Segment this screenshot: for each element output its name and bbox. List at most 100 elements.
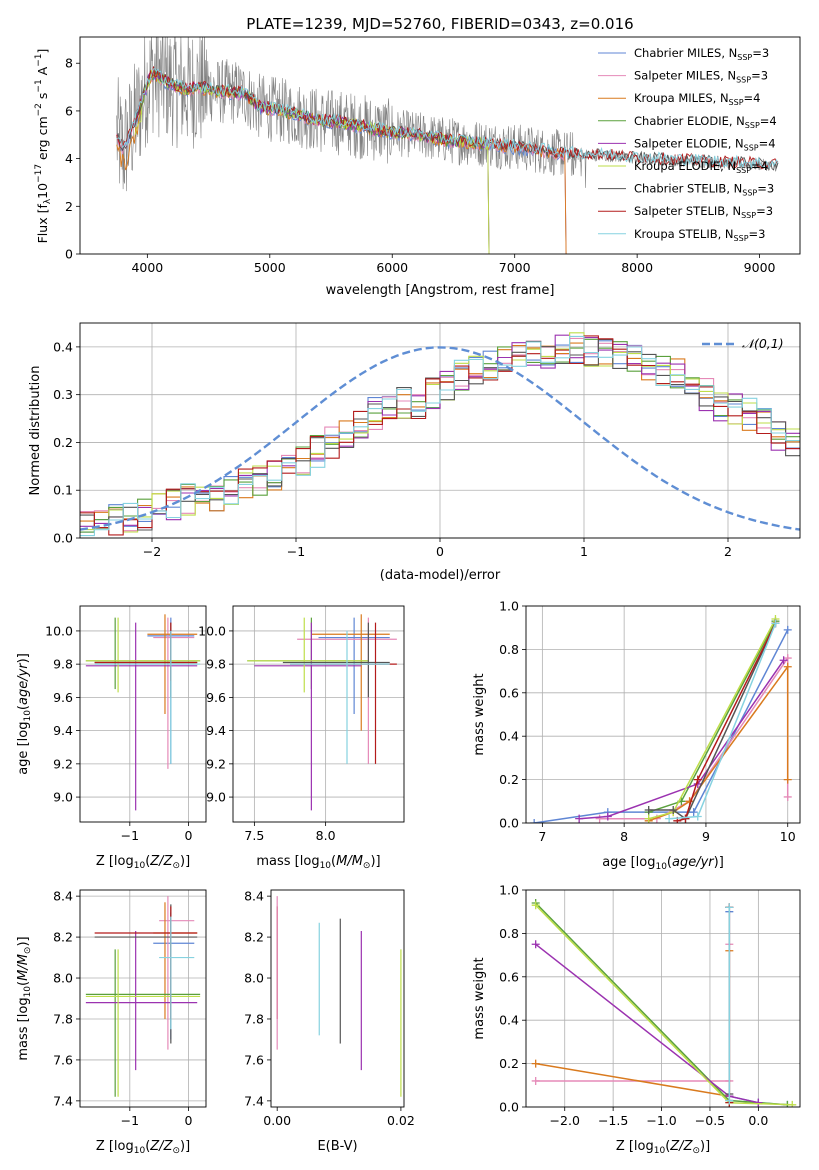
- x-axis-label-part: Z [log: [616, 1139, 654, 1154]
- y-axis-label: mass weight: [472, 673, 487, 755]
- spectrum-model-line: [116, 68, 779, 170]
- legend-label-text: Chabrier ELODIE, N: [634, 114, 745, 128]
- y-axis-label: age [log10(age/yr)]: [16, 653, 33, 775]
- x-axis-label-part: Z/Z: [669, 1139, 693, 1154]
- y-axis-label-part: )]: [16, 936, 31, 946]
- x-axis-label-part: (: [145, 1139, 150, 1154]
- axes-frame: [79, 36, 801, 255]
- y-tick-label: 0: [65, 247, 73, 262]
- y-tick-label: 9.4: [206, 723, 226, 738]
- legend-label-sub: SSP: [741, 211, 756, 220]
- weight-marker: [603, 812, 612, 821]
- x-tick-label: 7000: [499, 260, 531, 275]
- y-tick-label: 6: [65, 103, 73, 118]
- x-axis-label-part: )]: [700, 1139, 710, 1154]
- y-tick-label: 4: [65, 151, 73, 166]
- y-axis-label: Flux [fλ10−17 erg cm−2 s−1 A−1]: [34, 49, 53, 244]
- weight-marker: [783, 625, 792, 634]
- weight-line: [648, 664, 789, 822]
- y-tick-label: 0.0: [499, 1100, 519, 1115]
- x-axis-label-part: 10: [134, 861, 146, 871]
- age-vs-Z-panel: −1 09.09.29.49.69.810.0Z [log10(Z/Z⊙)]age…: [16, 605, 207, 871]
- axes-frame: [232, 605, 405, 823]
- y-tick-label: 0.3: [53, 387, 73, 402]
- y-tick-label: 8.2: [53, 930, 73, 945]
- weight-marker: [575, 814, 584, 823]
- legend-label: Kroupa STELIB, NSSP=3: [634, 227, 765, 243]
- y-axis-label-part: ]: [35, 49, 50, 54]
- y-axis-label: mass weight: [472, 957, 487, 1039]
- y-axis-label-part: −1: [34, 79, 44, 92]
- x-tick-label: 8.0: [316, 828, 336, 843]
- legend-label-sub: SSP: [737, 53, 752, 62]
- weight-marker: [693, 812, 702, 821]
- weight-marker: [783, 775, 792, 784]
- y-tick-label: 7.8: [53, 1011, 73, 1026]
- weight-line: [535, 943, 759, 1104]
- x-tick-label: 0.0: [748, 1113, 768, 1128]
- legend-label-suffix: =4: [760, 114, 777, 128]
- y-axis-label-part: ⊙: [23, 947, 33, 955]
- x-tick-label: 7: [538, 829, 546, 844]
- legend-label: Kroupa MILES, NSSP=4: [634, 91, 760, 107]
- legend-label: Kroupa ELODIE, NSSP=4: [634, 159, 768, 175]
- y-axis-label-part: M/M: [16, 954, 31, 981]
- x-tick-label: 0.00: [263, 1113, 291, 1128]
- weight-marker: [689, 808, 698, 817]
- weight-marker: [725, 903, 734, 912]
- legend-label-suffix: =3: [751, 69, 768, 83]
- weight-marker: [531, 940, 540, 949]
- weight-marker: [669, 805, 678, 814]
- y-axis-label-part: −1: [34, 54, 44, 67]
- weight-marker: [771, 619, 780, 628]
- y-tick-label: 8.0: [244, 971, 264, 986]
- residual-histogram: [80, 338, 800, 531]
- y-tick-label: 2: [65, 199, 73, 214]
- legend-label-suffix: =3: [756, 204, 773, 218]
- x-axis-label: (data-model)/error: [380, 568, 501, 583]
- y-axis-label-part: −2: [34, 103, 44, 116]
- x-tick-label: 4000: [131, 260, 163, 275]
- y-tick-label: 7.8: [244, 1011, 264, 1026]
- y-tick-label: 0.6: [499, 969, 519, 984]
- legend-label-suffix: =3: [757, 182, 774, 196]
- y-axis-label-part: age/yr: [16, 662, 31, 705]
- y-axis-label-part: mass [log: [16, 997, 31, 1060]
- y-tick-label: 0.1: [53, 483, 73, 498]
- weight-marker: [665, 814, 674, 823]
- x-axis-label-part: )]: [180, 1139, 190, 1154]
- x-axis-label-part: 10: [320, 861, 332, 871]
- y-axis-label-part: 10: [35, 183, 50, 199]
- x-axis-label-part: Z/Z: [149, 854, 173, 869]
- axes-frame: [270, 889, 405, 1108]
- weight-marker: [783, 654, 792, 663]
- mass-vs-Z-panel: −1 07.47.67.88.08.28.4Z [log10(Z/Z⊙)]mass…: [16, 889, 207, 1156]
- weight-marker: [531, 1059, 540, 1068]
- mass-vs-EBV-panel: 0.00 0.02 7.4 7.6 7.8 8.0 8.2 8.4 E(B-V): [244, 889, 415, 1154]
- x-axis-label: mass [log10(M/M⊙)]: [256, 854, 380, 871]
- x-tick-label: −2.0: [550, 1113, 580, 1128]
- y-tick-label: 0.2: [499, 1056, 519, 1071]
- x-axis-label: Z [log10(Z/Z⊙)]: [616, 1139, 710, 1156]
- y-tick-label: 1.0: [499, 599, 519, 614]
- x-axis-label-part: Z [log: [96, 854, 134, 869]
- axes-frame: [79, 889, 207, 1108]
- y-tick-label: 9.4: [53, 723, 73, 738]
- x-tick-label: 0.02: [387, 1113, 415, 1128]
- y-tick-label: 0.8: [499, 926, 519, 941]
- legend-label-sub: SSP: [736, 166, 751, 175]
- x-axis-label-part: ⊙: [172, 1146, 180, 1156]
- weight-line: [579, 659, 785, 820]
- y-tick-label: 10.0: [45, 623, 73, 638]
- legend-label-text: Chabrier STELIB, N: [634, 182, 742, 196]
- y-tick-label: 0.2: [499, 772, 519, 787]
- legend-label-sub: SSP: [745, 121, 760, 130]
- legend-label: Chabrier MILES, NSSP=3: [634, 46, 769, 62]
- x-tick-label: 2: [724, 544, 732, 559]
- legend-label: Chabrier STELIB, NSSP=3: [634, 182, 774, 198]
- normal-curve: [80, 346, 800, 531]
- x-axis-label-part: )]: [714, 855, 724, 870]
- x-tick-label: 0: [184, 1113, 192, 1128]
- x-axis-label-part: 10: [655, 862, 667, 872]
